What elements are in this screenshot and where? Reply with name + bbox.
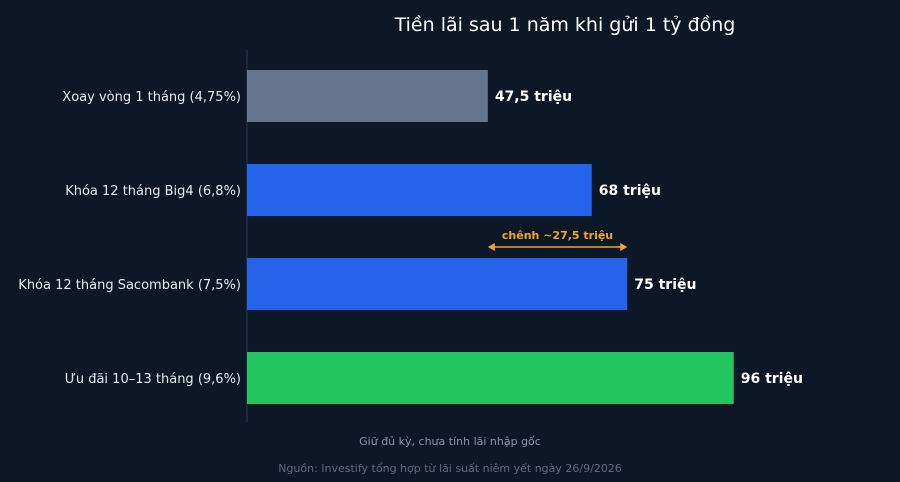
- value-label: 75 triệu: [634, 277, 696, 293]
- bar: [247, 352, 734, 404]
- category-label: Ưu đãi 10–13 tháng (9,6%): [65, 372, 241, 387]
- annotation-arrowhead-left: [487, 243, 495, 251]
- bar: [247, 70, 488, 122]
- chart-title: Tiền lãi sau 1 năm khi gửi 1 tỷ đồng: [394, 14, 736, 36]
- value-label: 68 triệu: [599, 183, 661, 199]
- annotation-arrowhead-right: [620, 243, 628, 251]
- value-label: 96 triệu: [741, 371, 803, 387]
- bar: [247, 258, 628, 310]
- chart-footnote: Giữ đủ kỳ, chưa tính lãi nhập gốc: [359, 435, 541, 448]
- category-label: Khóa 12 tháng Sacombank (7,5%): [18, 278, 241, 293]
- bar: [247, 164, 592, 216]
- chart-source: Nguồn: Investify tổng hợp từ lãi suất ni…: [278, 462, 622, 475]
- category-label: Khóa 12 tháng Big4 (6,8%): [65, 184, 241, 199]
- value-label: 47,5 triệu: [495, 89, 572, 105]
- category-label: Xoay vòng 1 tháng (4,75%): [62, 90, 241, 105]
- annotation-label: chênh ~27,5 triệu: [502, 229, 613, 242]
